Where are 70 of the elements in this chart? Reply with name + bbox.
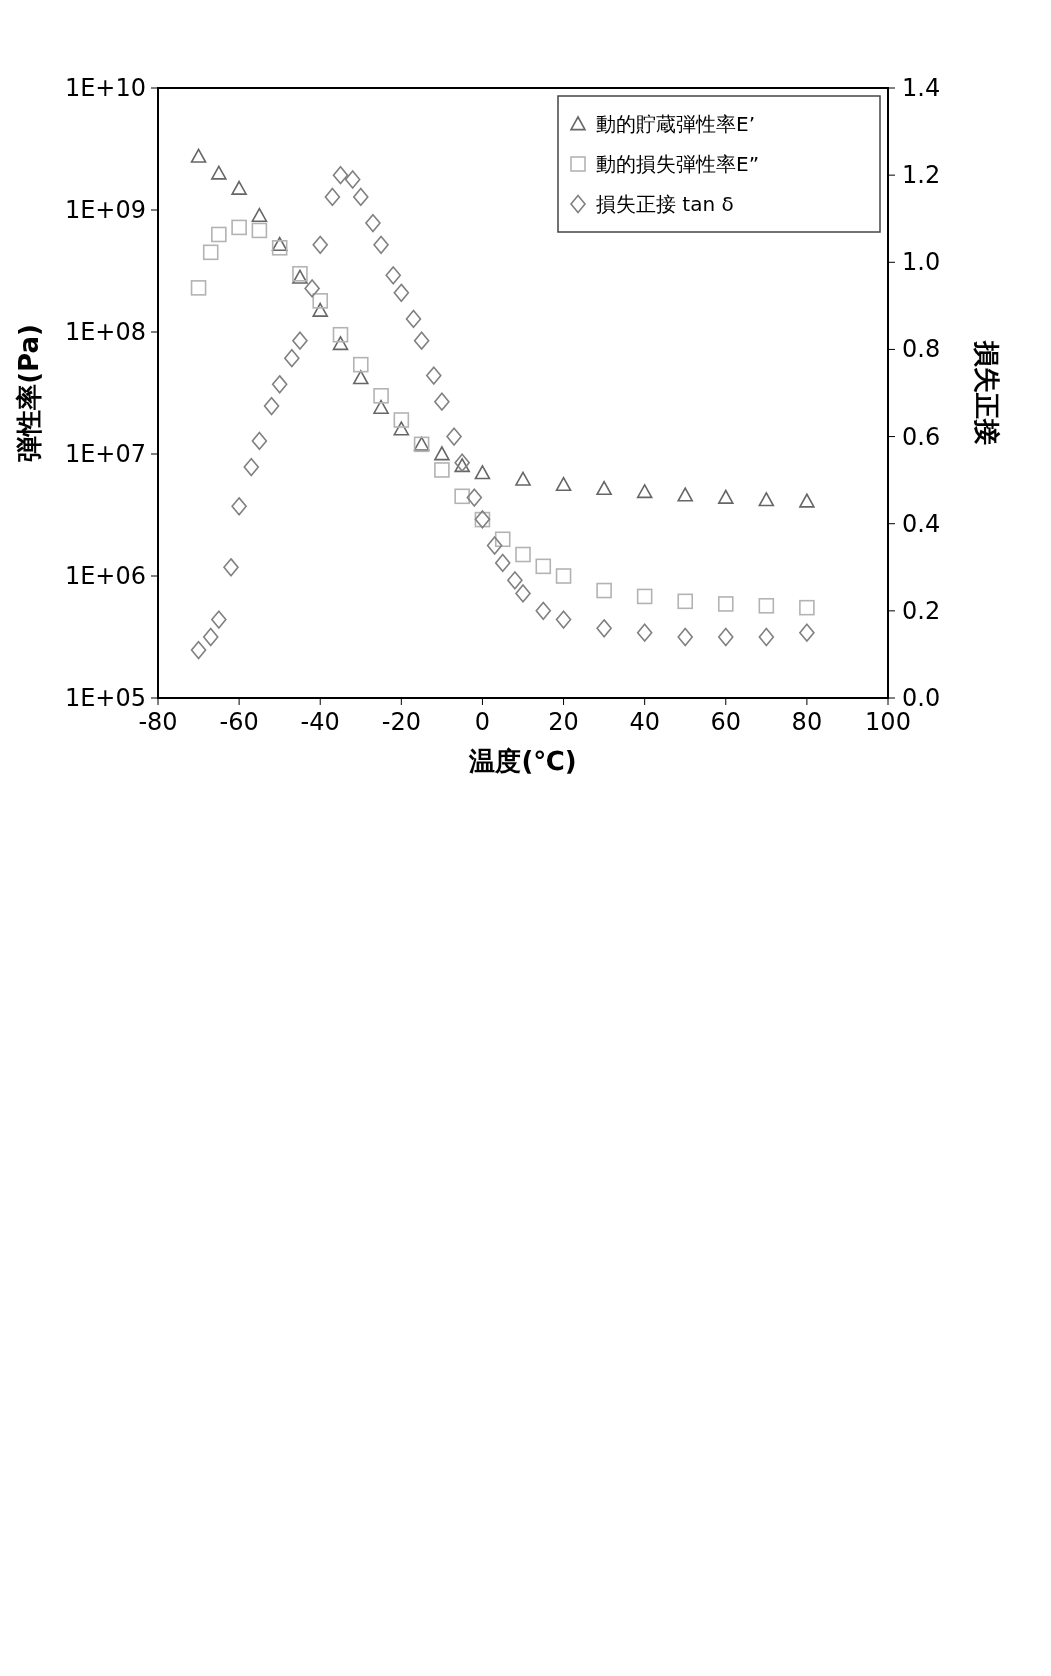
point: [211, 226, 227, 243]
point: [454, 458, 470, 473]
y-tick-label: 1E+08: [64, 318, 146, 346]
legend-label: 損失正接 tan δ: [596, 192, 734, 216]
point: [434, 446, 450, 461]
point: [202, 244, 219, 261]
y2-tick-label: 1.0: [902, 248, 941, 277]
x-tick-label: 40: [629, 708, 660, 736]
y2-tick-label: 0.2: [902, 596, 941, 625]
point: [758, 492, 775, 507]
point: [454, 488, 470, 505]
point: [434, 462, 450, 478]
point: [393, 412, 410, 428]
point: [271, 240, 288, 256]
x-tick-label: -60: [219, 708, 259, 736]
point: [799, 599, 815, 616]
point: [332, 326, 349, 343]
point: [596, 582, 612, 599]
x-axis-title: 温度(℃): [468, 746, 577, 776]
point: [535, 558, 552, 575]
point: [717, 489, 734, 504]
point: [636, 484, 653, 499]
point: [251, 222, 268, 239]
point: [312, 293, 329, 309]
point: [352, 356, 369, 373]
y2-tick-label: 0.4: [902, 509, 941, 538]
y2-tick-label: 1.4: [902, 74, 941, 102]
y-tick-label: 1E+09: [64, 196, 146, 224]
y-tick-label: 1E+06: [64, 562, 146, 590]
point: [677, 487, 694, 502]
point: [717, 596, 734, 612]
point: [758, 597, 775, 614]
y2-tick-label: 0.8: [902, 335, 941, 364]
point: [636, 588, 653, 605]
point: [515, 546, 531, 563]
legend-label: 動的損失弾性率E”: [596, 152, 759, 176]
x-tick-label: -40: [300, 708, 340, 736]
point: [515, 471, 531, 486]
point: [373, 399, 389, 415]
point: [373, 387, 389, 404]
point: [474, 465, 491, 480]
point: [799, 493, 815, 508]
y2-tick-label: 0.6: [902, 422, 941, 451]
y-axis-title: 弾性率(Pa): [14, 324, 44, 462]
point: [555, 476, 572, 492]
y-tick-label: 1E+07: [64, 440, 146, 468]
point: [190, 148, 207, 163]
point: [211, 165, 227, 180]
x-tick-label: 80: [791, 708, 823, 736]
point: [393, 421, 410, 436]
y2-axis-title: 損失正接: [972, 340, 1002, 445]
x-tick-label: 20: [548, 708, 579, 736]
point: [231, 219, 247, 236]
point: [596, 480, 612, 496]
point: [494, 531, 511, 548]
point: [352, 370, 369, 385]
point: [555, 568, 572, 584]
point: [190, 280, 207, 296]
x-tick-label: -20: [381, 708, 421, 736]
y-tick-label: 1E+10: [64, 74, 146, 102]
point: [677, 593, 694, 610]
point: [332, 336, 349, 351]
point: [231, 180, 247, 195]
y2-tick-label: 1.2: [902, 161, 941, 190]
x-tick-label: 60: [710, 708, 742, 736]
point: [271, 236, 288, 252]
point: [251, 207, 268, 222]
point: [312, 302, 329, 317]
x-tick-label: 0: [474, 708, 491, 736]
legend-label: 動的貯蔵弾性率E’: [596, 112, 755, 136]
